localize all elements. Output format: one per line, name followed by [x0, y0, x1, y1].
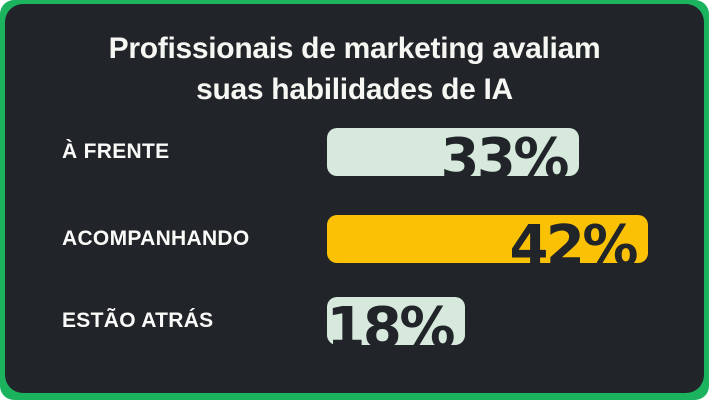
- bar-row-acompanhando: ACOMPANHANDO 42%: [5, 215, 704, 275]
- value-label-estao-atras: 18%: [326, 296, 455, 361]
- bar-acompanhando: 42%: [327, 215, 648, 275]
- category-label-estao-atras: ESTÃO ATRÁS: [62, 309, 214, 332]
- bar-estao-atras: 18%: [326, 297, 465, 357]
- chart-card: Profissionais de marketing avaliam suas …: [5, 4, 704, 393]
- bar-row-estao-atras: ESTÃO ATRÁS 18%: [5, 297, 704, 357]
- value-label-acompanhando: 42%: [509, 214, 638, 279]
- bar-a-frente: 33%: [327, 128, 579, 188]
- chart-title: Profissionais de marketing avaliam suas …: [5, 28, 704, 110]
- value-label-a-frente: 33%: [440, 127, 569, 192]
- chart-title-line-2: suas habilidades de IA: [196, 73, 513, 106]
- bar-row-a-frente: À FRENTE 33%: [5, 128, 704, 188]
- chart-title-line-1: Profissionais de marketing avaliam: [108, 32, 601, 65]
- category-label-a-frente: À FRENTE: [62, 140, 170, 163]
- category-label-acompanhando: ACOMPANHANDO: [62, 227, 250, 250]
